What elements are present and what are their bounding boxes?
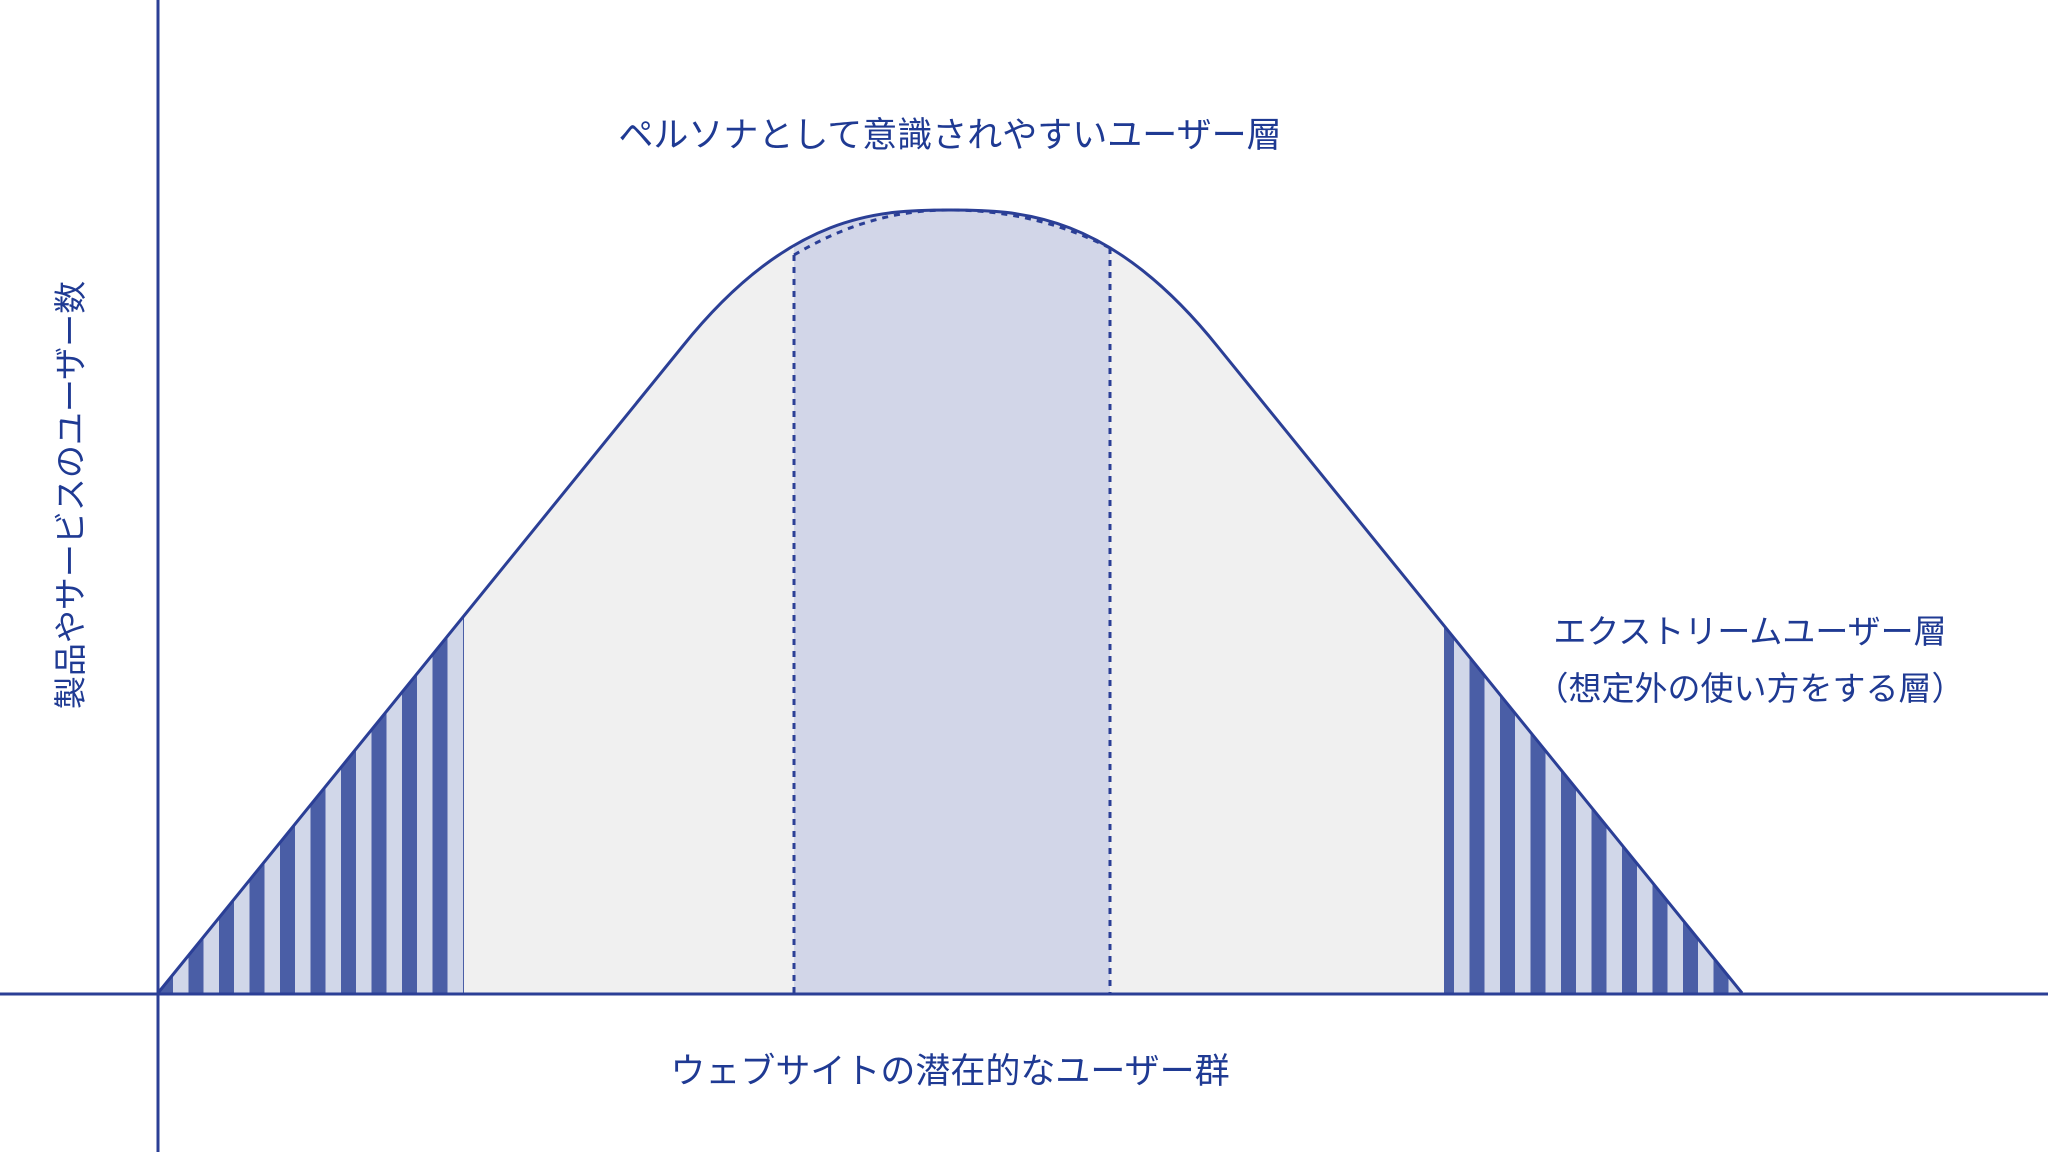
x-axis-label: ウェブサイトの潜在的なユーザー群 (670, 1052, 1229, 1092)
right-label-line2: （想定外の使い方をする層） (1536, 669, 1965, 708)
extreme-users-right-region (1444, 600, 1742, 993)
right-label-line1: エクストリームユーザー層 (1553, 612, 1946, 651)
persona-users-region (794, 210, 1110, 993)
distribution-curve (156, 208, 1744, 994)
y-axis-label: 製品やサービスのユーザー数 (51, 281, 90, 709)
top-label: ペルソナとして意識されやすいユーザー層 (618, 116, 1281, 156)
